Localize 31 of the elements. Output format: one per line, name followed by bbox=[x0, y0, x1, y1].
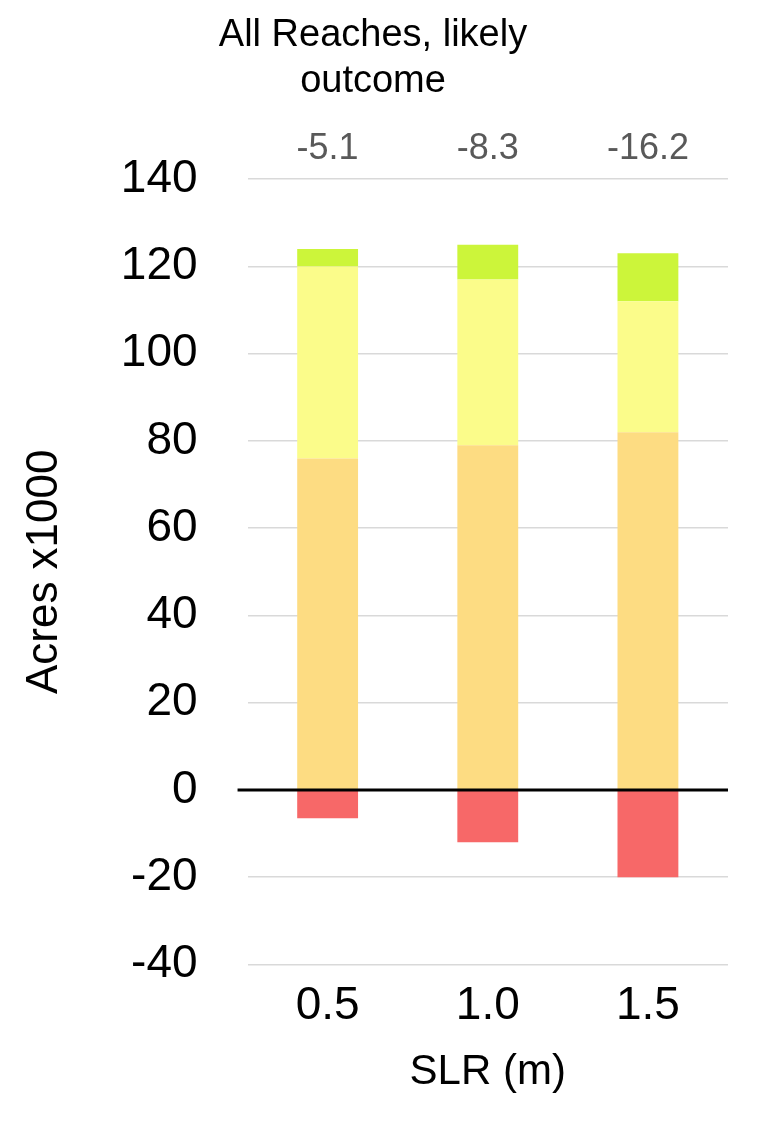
x-axis-title: SLR (m) bbox=[409, 1046, 566, 1094]
y-tick-label: 40 bbox=[146, 586, 198, 639]
x-tick-label: 1.0 bbox=[455, 976, 520, 1029]
bar bbox=[297, 458, 359, 790]
y-axis-title: Acres x1000 bbox=[16, 449, 66, 695]
y-tick-label: 140 bbox=[120, 149, 198, 202]
y-tick-label: 80 bbox=[146, 411, 198, 464]
bar bbox=[457, 244, 519, 280]
y-tick-label: 20 bbox=[146, 673, 198, 726]
text: -16.2 bbox=[606, 126, 689, 168]
bar bbox=[457, 279, 519, 446]
bar bbox=[457, 790, 519, 843]
bar bbox=[297, 790, 359, 819]
bar bbox=[297, 249, 359, 267]
x-tick-label: 0.5 bbox=[295, 976, 360, 1029]
bar bbox=[617, 301, 679, 433]
bar bbox=[617, 432, 679, 790]
y-tick-label: 100 bbox=[120, 324, 198, 377]
text: -8.3 bbox=[456, 126, 519, 168]
chart-title: All Reaches, likely outcome bbox=[218, 12, 528, 100]
bar bbox=[297, 266, 359, 459]
y-tick-label: -20 bbox=[131, 847, 198, 900]
y-tick-label: -40 bbox=[131, 935, 198, 988]
y-tick-label: 120 bbox=[120, 237, 198, 290]
y-tick-label: 0 bbox=[171, 760, 198, 813]
y-tick-label: 60 bbox=[146, 498, 198, 551]
bar bbox=[617, 253, 679, 302]
bar bbox=[457, 445, 519, 790]
x-tick-label: 1.5 bbox=[615, 976, 680, 1029]
text: -5.1 bbox=[296, 126, 359, 168]
bar bbox=[617, 790, 679, 878]
